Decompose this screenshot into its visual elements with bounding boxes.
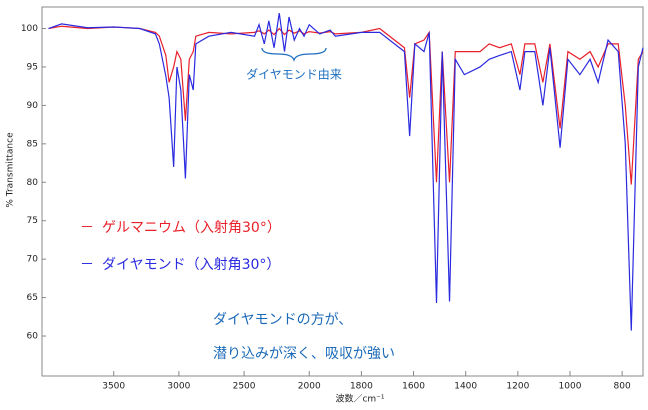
x-tick-label: 1600	[402, 382, 425, 392]
series-line	[48, 25, 644, 185]
legend-label: ダイヤモンド（入射角30°）	[102, 257, 280, 273]
y-tick-label: 90	[27, 101, 39, 111]
plot-frame	[41, 6, 644, 377]
x-tick-label: 1400	[454, 382, 477, 392]
x-tick-label: 2000	[298, 382, 321, 392]
annotation: ダイヤモンド由来	[246, 67, 342, 82]
x-tick-label: 1000	[559, 382, 582, 392]
x-tick-label: 1800	[350, 382, 373, 392]
x-tick-label: 800	[614, 382, 631, 392]
x-tick-label: 3000	[167, 382, 190, 392]
y-tick-label: 65	[27, 293, 38, 303]
y-tick-label: 75	[27, 216, 38, 226]
annotation: 潜り込みが深く、吸収が強い	[213, 346, 395, 362]
x-tick-label: 3500	[102, 382, 125, 392]
x-tick-label: 2500	[233, 382, 256, 392]
y-axis-label: % Transmittance	[6, 132, 16, 208]
legend-dash: －	[80, 220, 94, 236]
y-tick-label: 70	[27, 255, 39, 265]
y-tick-label: 85	[27, 139, 38, 149]
x-tick-label: 1200	[506, 382, 529, 392]
x-axis-label: 波数／cm⁻¹	[335, 393, 384, 405]
brace	[261, 47, 327, 63]
series-line	[48, 13, 644, 331]
y-tick-label: 60	[27, 332, 39, 342]
legend-label: ゲルマニウム（入射角30°）	[102, 220, 281, 236]
annotation: ダイヤモンドの方が、	[213, 312, 352, 328]
y-tick-label: 80	[27, 178, 39, 188]
y-tick-label: 95	[27, 62, 38, 72]
y-tick-label: 100	[21, 24, 38, 34]
legend-dash: －	[80, 257, 94, 273]
